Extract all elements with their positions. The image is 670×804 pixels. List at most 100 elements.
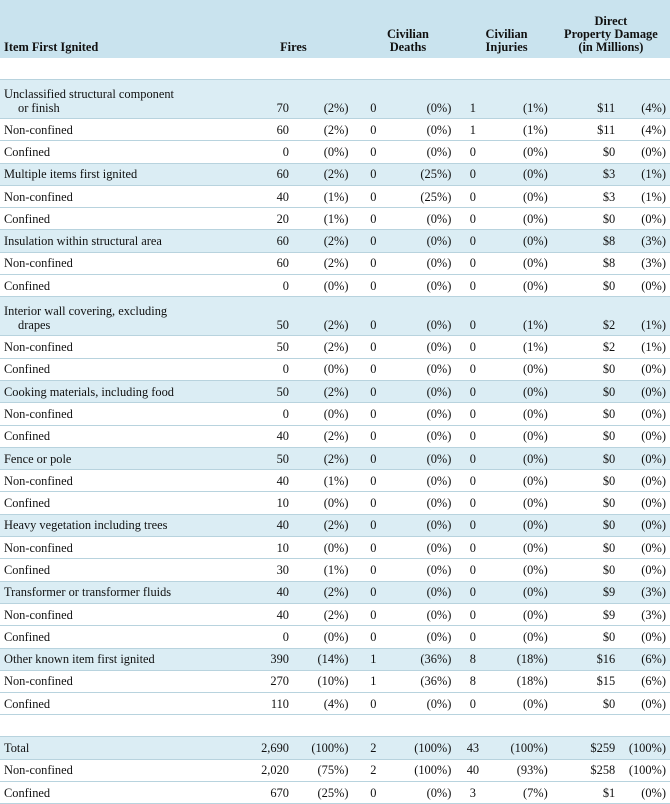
deaths-percent: (0%) <box>426 318 452 333</box>
deaths-percent: (0%) <box>426 496 452 511</box>
damage-amount: $0 <box>602 144 616 159</box>
injuries-percent: (1%) <box>522 318 548 333</box>
damage-amount: $0 <box>602 496 616 511</box>
injuries-count: 0 <box>469 473 476 488</box>
deaths-percent: (0%) <box>426 362 452 377</box>
injuries-count: 0 <box>469 167 476 182</box>
damage-percent: (6%) <box>641 674 666 689</box>
damage-amount: $0 <box>602 540 616 555</box>
damage-percent: (4%) <box>641 101 666 115</box>
deaths-percent: (25%) <box>420 189 452 204</box>
row-label: Non-confined <box>0 252 234 274</box>
row-label: Confined <box>0 492 234 514</box>
injuries-count: 8 <box>469 652 476 667</box>
injuries-percent: (0%) <box>522 406 548 421</box>
damage-percent: (0%) <box>641 278 666 293</box>
damage-amount: $9 <box>602 607 616 622</box>
damage-percent: (1%) <box>641 318 666 333</box>
fires-percent: (2%) <box>323 167 349 182</box>
fires-percent: (2%) <box>323 234 349 249</box>
fires-count: 2,020 <box>261 763 289 778</box>
fires-count: 70 <box>276 101 289 115</box>
total-row: Total 2,690 (100%) 2 (100%) 43 (100%) $259 (100%… <box>0 736 670 760</box>
injuries-percent: (0%) <box>522 451 548 466</box>
injuries-count: 0 <box>469 384 476 399</box>
deaths-percent: (0%) <box>426 451 452 466</box>
deaths-count: 2 <box>370 741 377 756</box>
damage-amount: $0 <box>602 406 616 421</box>
subcategory-row: Confined 670 (25%) 0 (0%) 3 (7%) $1 (0%) <box>0 781 670 804</box>
injuries-count: 0 <box>469 406 476 421</box>
row-label: Non-confined <box>0 670 234 692</box>
row-label-text: Non-confined <box>4 540 73 555</box>
subcategory-row: Non-confined 40 (1%) 0 (25%) 0 (0%) $3 (1%) <box>0 185 670 208</box>
injuries-percent: (1%) <box>522 122 548 137</box>
deaths-count: 0 <box>370 473 377 488</box>
header-civilian-deaths: Civilian Deaths <box>353 0 456 58</box>
injuries-count: 40 <box>466 763 480 778</box>
subcategory-row: Non-confined 0 (0%) 0 (0%) 0 (0%) $0 (0%) <box>0 402 670 426</box>
category-row: Insulation within structural area 60 (2%) 0… <box>0 229 670 253</box>
row-label: Non-confined <box>0 119 234 141</box>
deaths-percent: (0%) <box>426 696 452 711</box>
header-civilian-injuries-text: Civilian Injuries <box>485 27 528 54</box>
injuries-percent: (0%) <box>522 278 548 293</box>
deaths-count: 0 <box>370 518 377 533</box>
deaths-percent: (0%) <box>426 340 452 355</box>
injuries-count: 43 <box>466 741 480 756</box>
injuries-count: 0 <box>469 189 476 204</box>
injuries-count: 0 <box>469 318 476 333</box>
fires-percent: (2%) <box>323 518 349 533</box>
category-row: Transformer or transformer fluids 40 (2%) 0… <box>0 581 670 604</box>
fires-percent: (2%) <box>323 101 349 115</box>
header-fires: Fires <box>280 40 307 54</box>
fires-percent: (1%) <box>323 189 349 204</box>
damage-amount: $11 <box>597 101 616 115</box>
row-label-text: Cooking materials, including food <box>4 384 175 399</box>
damage-percent: (100%) <box>628 763 666 778</box>
injuries-count: 0 <box>469 256 476 271</box>
deaths-count: 0 <box>370 562 377 577</box>
fires-count: 30 <box>276 562 289 577</box>
damage-amount: $8 <box>602 234 616 249</box>
damage-amount: $3 <box>602 167 616 182</box>
deaths-percent: (0%) <box>426 256 452 271</box>
injuries-count: 0 <box>469 429 476 444</box>
fires-count: 20 <box>276 211 289 226</box>
row-label: Confined <box>0 208 234 230</box>
row-label-text: Unclassified structural component <box>4 87 174 101</box>
spacer-row <box>0 715 670 737</box>
row-label-text: Confined <box>4 144 51 159</box>
deaths-count: 0 <box>370 278 377 293</box>
row-label-text: Insulation within structural area <box>4 234 162 249</box>
row-label: Other known item first ignited <box>0 648 234 670</box>
deaths-percent: (36%) <box>420 652 452 667</box>
damage-percent: (3%) <box>641 234 666 249</box>
table-body: Unclassified structural component or fini… <box>0 58 670 804</box>
deaths-percent: (36%) <box>420 674 452 689</box>
damage-percent: (6%) <box>641 652 666 667</box>
row-label-text: Non-confined <box>4 122 73 137</box>
fires-percent: (10%) <box>317 674 349 689</box>
fires-percent: (1%) <box>323 473 349 488</box>
header-item-first-ignited: Item First Ignited <box>4 40 99 54</box>
injuries-count: 8 <box>469 674 476 689</box>
injuries-count: 0 <box>469 585 476 600</box>
damage-percent: (0%) <box>641 362 666 377</box>
row-label-text: Confined <box>4 562 51 577</box>
row-label: Confined <box>0 358 234 380</box>
subcategory-row: Non-confined 270 (10%) 1 (36%) 8 (18%) $15 (6%) <box>0 670 670 693</box>
fires-percent: (0%) <box>323 144 349 159</box>
injuries-count: 0 <box>469 496 476 511</box>
fires-percent: (2%) <box>323 318 349 333</box>
row-label-text: Non-confined <box>4 674 73 689</box>
row-label-text: Confined <box>4 496 51 511</box>
injuries-count: 3 <box>469 785 476 800</box>
injuries-percent: (0%) <box>522 211 548 226</box>
deaths-count: 0 <box>370 167 377 182</box>
deaths-count: 0 <box>370 429 377 444</box>
spacer-row <box>0 58 670 80</box>
deaths-count: 0 <box>370 696 377 711</box>
fires-count: 390 <box>270 652 289 667</box>
fires-count: 670 <box>270 785 289 800</box>
